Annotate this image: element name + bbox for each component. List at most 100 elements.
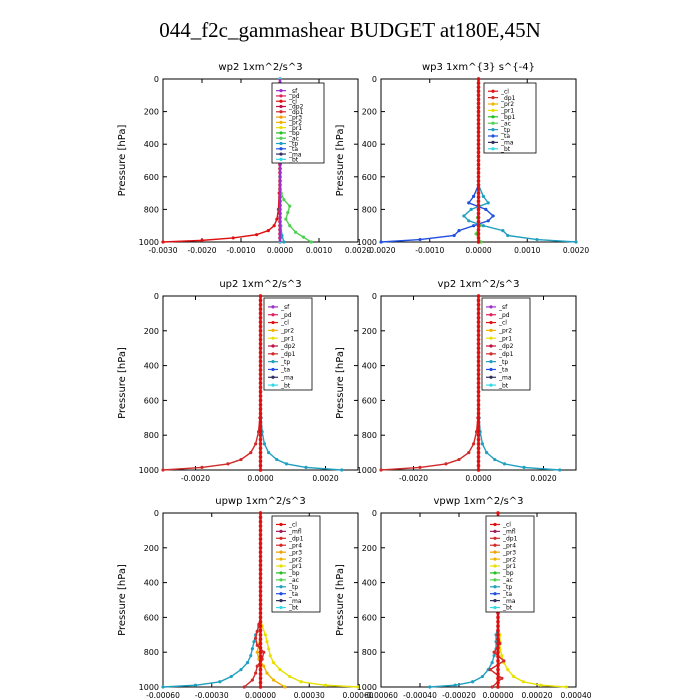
data-point	[479, 240, 483, 244]
legend-label: _pr1	[500, 108, 514, 115]
chart-title: vpwp 1xm^2/s^3	[433, 496, 523, 507]
legend-label: _ac	[288, 577, 299, 584]
data-point	[161, 468, 165, 472]
data-point	[491, 214, 495, 218]
data-point	[428, 685, 432, 689]
x-tick-label: -0.00040	[403, 691, 437, 700]
legend: _sf_pd_cl_pr2_pr1_dp2_dp1_tp_ta_ma_bt	[481, 297, 531, 391]
legend-marker	[279, 126, 283, 130]
legend-marker	[271, 305, 275, 309]
legend-marker	[271, 320, 275, 325]
legend-label: _pr1	[288, 563, 302, 570]
y-tick-label: 1000	[139, 238, 159, 247]
legend-box	[481, 297, 531, 391]
data-point	[457, 228, 461, 233]
x-tick-label: 0.00040	[560, 691, 591, 700]
legend-label: _ta	[500, 133, 510, 140]
x-tick-label: -0.0020	[367, 246, 396, 255]
y-tick-label: 200	[362, 327, 377, 336]
y-axis-label: Pressure [hPa]	[117, 347, 128, 419]
legend-marker	[491, 115, 495, 119]
legend-label: _dp1	[500, 95, 516, 102]
x-tick-label: 0.0000	[465, 474, 491, 483]
data-point	[506, 668, 510, 672]
x-tick-label: -0.00060	[146, 691, 180, 700]
legend-label: _tp	[500, 127, 510, 134]
legend-marker	[491, 102, 495, 106]
data-point	[278, 668, 282, 672]
legend-marker	[279, 94, 283, 98]
y-tick-label: 1000	[139, 466, 159, 475]
legend-marker	[271, 344, 275, 348]
data-point	[255, 650, 259, 654]
data-point	[340, 468, 344, 472]
chart-3: up2 1xm^2/s^3 Pressure [hPa] -0.0020 0.0000…	[117, 279, 359, 483]
series-line-dp1	[162, 296, 262, 471]
data-point	[521, 680, 525, 684]
legend-marker	[491, 128, 495, 132]
data-point	[200, 465, 204, 469]
data-point	[242, 685, 246, 689]
data-point	[229, 674, 233, 679]
data-point	[492, 650, 496, 654]
data-point	[539, 683, 543, 687]
x-tick-label: 0.00060	[342, 691, 373, 700]
chart-title: wp3 1xm^{3} s^{-4}	[422, 62, 535, 73]
legend: _cl_dp1_pr2_pr1_bp1_ac_tp_ta_ma_bt	[483, 82, 537, 154]
data-point	[262, 664, 266, 668]
data-point	[275, 457, 279, 462]
data-point	[263, 633, 267, 637]
data-point	[254, 636, 258, 640]
legend: _cl_mfl_dp1_pr4_pr3_pr2_pr1_bp_ac_tp_ta_…	[271, 515, 321, 613]
y-tick-label: 800	[362, 648, 377, 657]
data-point	[502, 659, 506, 663]
data-point	[486, 219, 490, 223]
legend: _sf_pd_cl_dp2_dp1_pr3_pr2_pr1_bp_ac_tp_t…	[271, 82, 325, 164]
data-point	[284, 217, 288, 221]
legend-label: _bt	[502, 605, 513, 612]
data-point	[500, 654, 504, 658]
y-tick-label: 600	[362, 173, 377, 182]
legend-label: _ma	[498, 374, 512, 381]
data-point	[226, 462, 230, 466]
data-point	[267, 451, 271, 455]
y-tick-label: 800	[362, 431, 377, 440]
y-axis-label: Pressure [hPa]	[335, 347, 346, 419]
legend-marker	[279, 120, 283, 124]
legend-label: _pr2	[280, 328, 294, 335]
legend-marker	[493, 536, 497, 540]
legend-marker	[491, 89, 495, 93]
data-point	[239, 457, 243, 462]
y-axis-label: Pressure [hPa]	[117, 125, 128, 197]
legend-marker	[279, 564, 283, 568]
legend-label: _ta	[498, 367, 508, 374]
legend-marker	[271, 336, 275, 340]
legend-label: _tp	[498, 359, 508, 366]
y-tick-label: 0	[372, 75, 377, 84]
plot-frame	[162, 78, 359, 243]
data-point	[462, 214, 466, 218]
x-tick-label: 0.0010	[306, 246, 332, 255]
legend-marker	[279, 536, 283, 540]
legend-marker	[493, 550, 497, 554]
legend-label: _tp	[280, 359, 290, 366]
data-point	[558, 468, 562, 472]
x-tick-label: -0.0020	[399, 474, 428, 483]
data-point	[323, 683, 328, 687]
data-point	[262, 650, 266, 654]
data-point	[472, 224, 476, 228]
legend-label: _pr1	[280, 335, 294, 342]
legend-marker	[491, 96, 495, 100]
legend-marker	[279, 585, 283, 589]
x-tick-label: 0.00030	[294, 691, 325, 700]
data-point	[469, 207, 473, 211]
y-tick-label: 1000	[357, 238, 377, 247]
data-point	[492, 654, 496, 658]
legend-marker	[493, 585, 497, 589]
legend-marker	[491, 134, 495, 138]
legend-label: _ta	[288, 591, 298, 598]
legend-marker	[279, 152, 283, 156]
legend-marker	[271, 375, 275, 379]
data-point	[474, 232, 478, 236]
